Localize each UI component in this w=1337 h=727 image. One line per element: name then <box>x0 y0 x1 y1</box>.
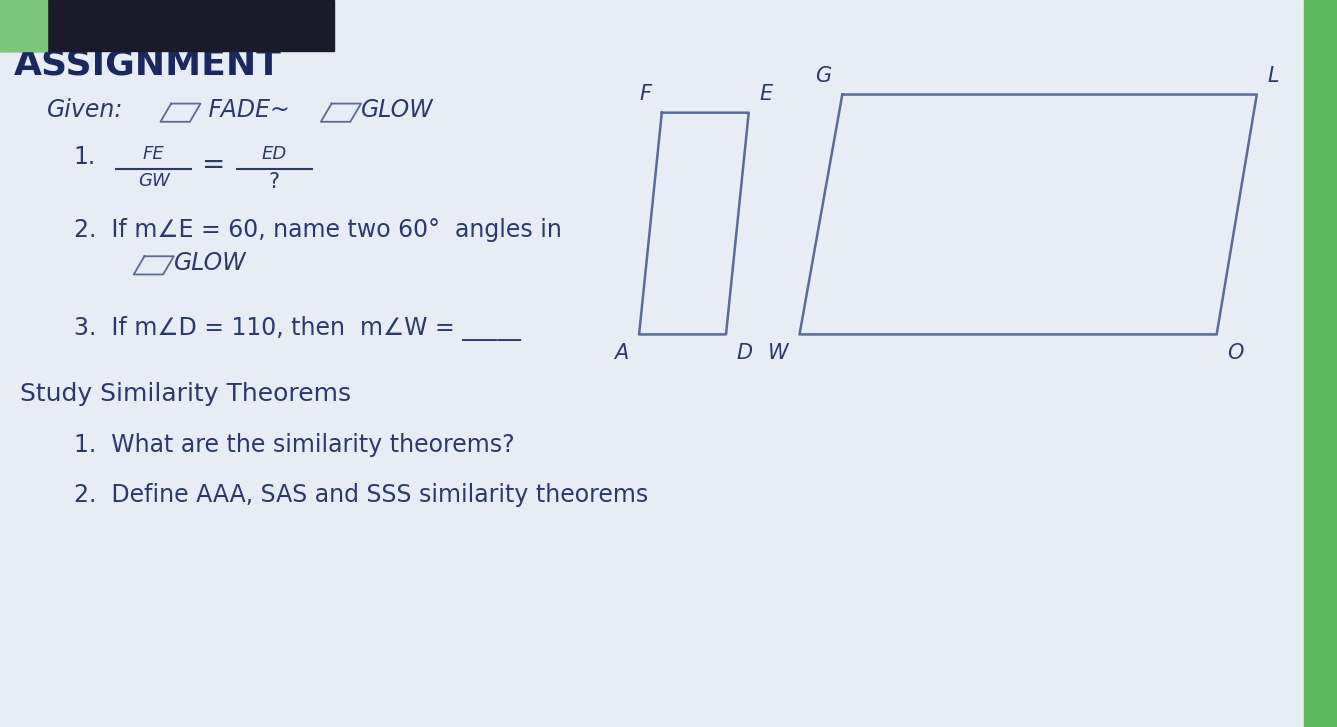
Text: G: G <box>816 65 832 86</box>
Text: E: E <box>759 84 773 104</box>
Bar <box>0 0 334 51</box>
Text: GW: GW <box>138 172 170 190</box>
Text: 3.  If m∠D = 110, then  m∠W = _____: 3. If m∠D = 110, then m∠W = _____ <box>74 316 520 341</box>
Text: =: = <box>202 151 226 179</box>
Text: ?: ? <box>269 172 279 193</box>
Text: L: L <box>1267 65 1280 86</box>
Bar <box>0 0 47 51</box>
Text: 2.  If m∠E = 60, name two 60°  angles in: 2. If m∠E = 60, name two 60° angles in <box>74 218 562 242</box>
Text: FE: FE <box>143 145 164 164</box>
Text: F: F <box>639 84 651 104</box>
Bar <box>1304 0 1337 727</box>
Text: 1.: 1. <box>74 145 96 169</box>
Text: D: D <box>737 343 753 364</box>
Text: Given:: Given: <box>47 98 123 122</box>
Text: GLOW: GLOW <box>174 251 246 275</box>
Text: 1.  What are the similarity theorems?: 1. What are the similarity theorems? <box>74 433 515 457</box>
Text: W: W <box>769 343 789 364</box>
Text: FADE~: FADE~ <box>201 98 289 122</box>
Text: ED: ED <box>262 145 286 164</box>
Text: A: A <box>614 343 628 364</box>
Text: O: O <box>1227 343 1243 364</box>
Text: 2.  Define AAA, SAS and SSS similarity theorems: 2. Define AAA, SAS and SSS similarity th… <box>74 483 648 507</box>
Text: Study Similarity Theorems: Study Similarity Theorems <box>20 382 352 406</box>
Text: ASSIGNMENT: ASSIGNMENT <box>13 47 281 81</box>
Text: GLOW: GLOW <box>361 98 433 122</box>
